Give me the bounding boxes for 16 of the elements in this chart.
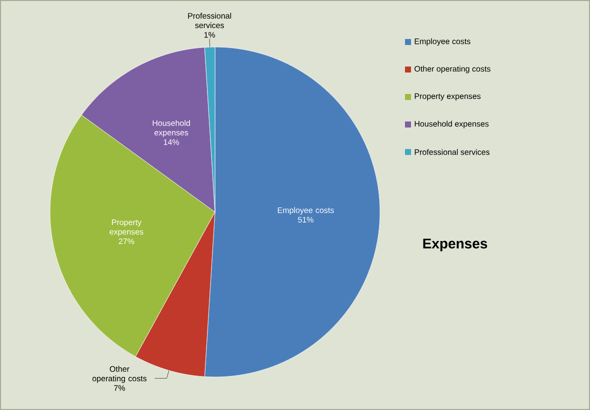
data-label: 14% (164, 139, 179, 145)
slice-label: Professional services (188, 12, 232, 28)
legend-label: Other operating costs (414, 66, 490, 74)
data-label: 7% (114, 385, 125, 391)
legend-label: Property expenses (414, 93, 481, 101)
legend-label: Household expenses (414, 120, 489, 128)
data-label: 1% (204, 32, 216, 38)
legend-label: Professional services (414, 149, 490, 155)
slice-label: Other operating costs (92, 366, 147, 383)
data-label: 27% (118, 238, 134, 244)
slice-label: Employee costs (278, 207, 334, 215)
legend-label: Employee costs (414, 38, 470, 46)
text: Expenses (423, 238, 488, 252)
slice-label: Property expenses (110, 220, 144, 236)
data-label: 51% (298, 216, 314, 223)
slice-label: Household expenses (152, 120, 190, 138)
